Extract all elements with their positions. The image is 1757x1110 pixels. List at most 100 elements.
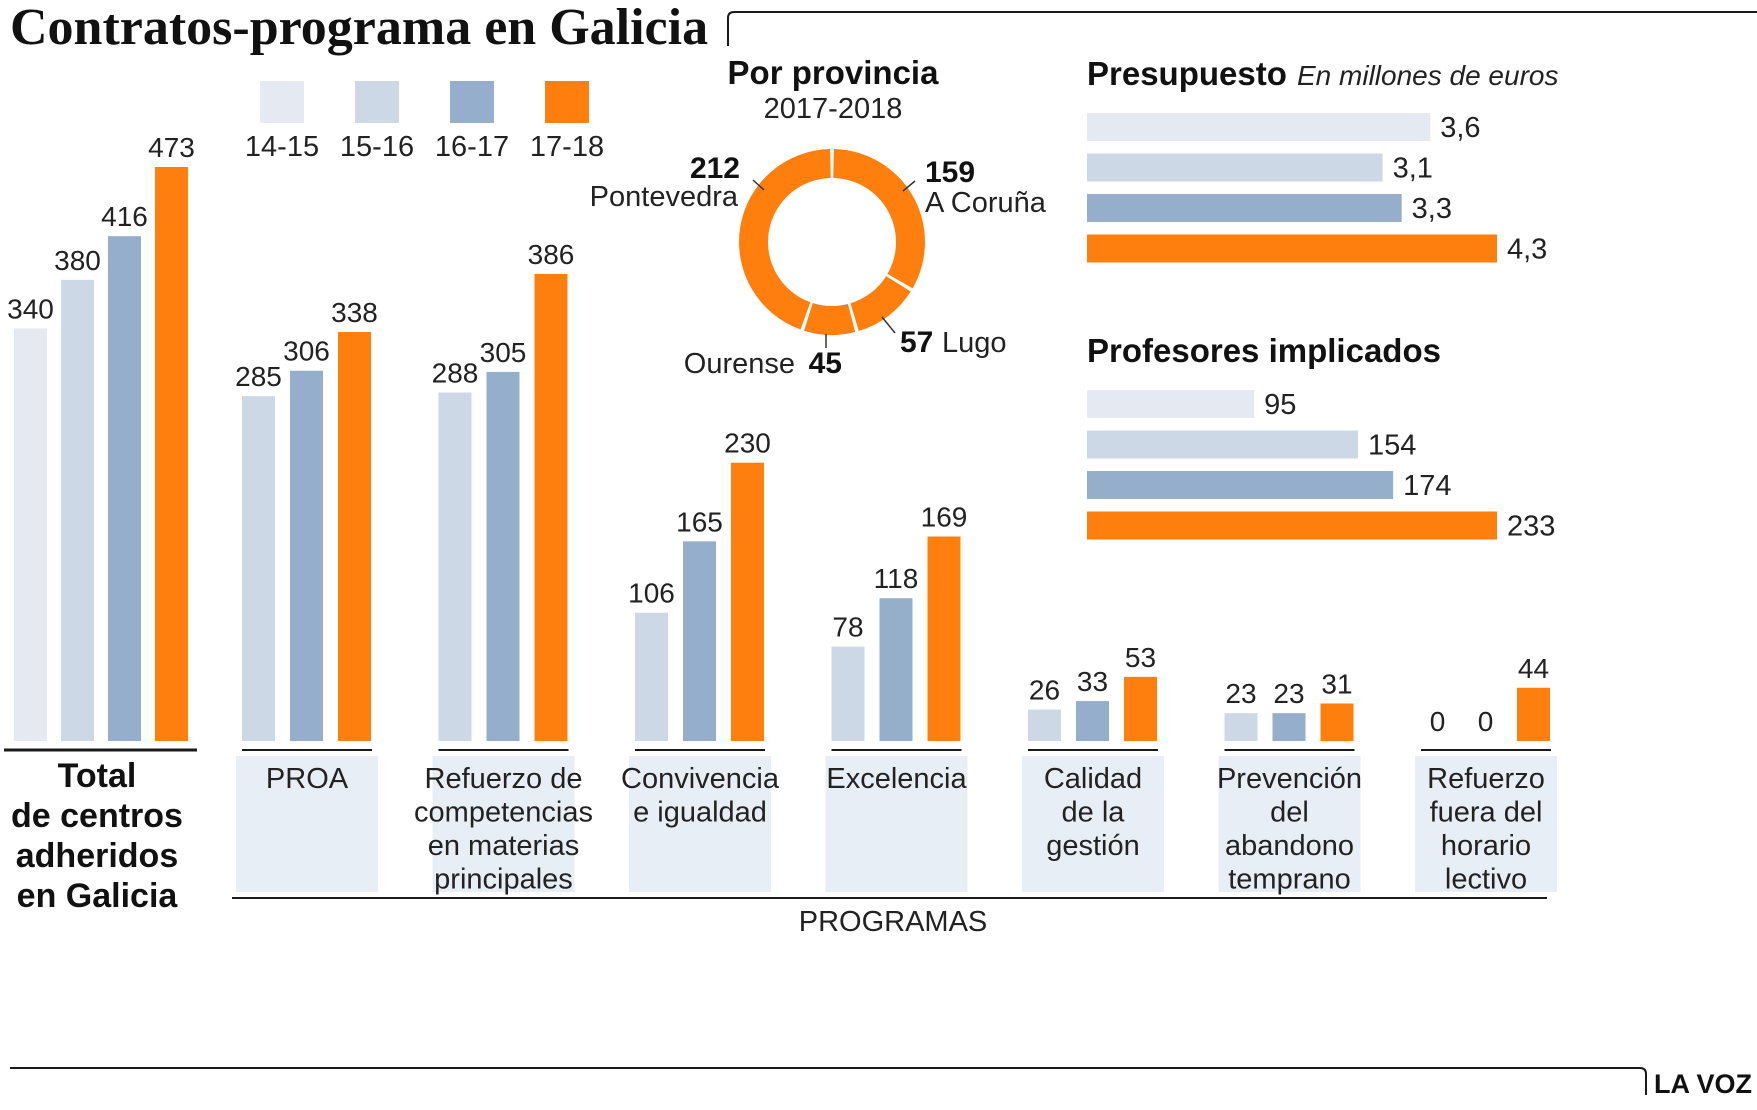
category-label-line: horario (1441, 830, 1531, 862)
bar-calidad-de-la-gestion-17-18 (1124, 676, 1157, 741)
total-caption-line: de centros (11, 797, 183, 835)
label-refuerzo-fuera-del-horario-lectivo-15-16: 0 (1430, 706, 1446, 737)
profesores-title: Profesores implicados (1087, 332, 1441, 369)
category-label-line: Refuerzo de (425, 763, 583, 795)
label-total-14-15: 340 (7, 293, 54, 324)
label-proa-16-17: 306 (283, 336, 330, 367)
bar-total-16-17 (108, 236, 141, 741)
category-label-line: Refuerzo (1427, 763, 1545, 795)
label-calidad-de-la-gestion-15-16: 26 (1029, 675, 1060, 706)
category-label-line: temprano (1228, 864, 1351, 896)
bar-prevencion-del-abandono-temprano-17-18 (1320, 703, 1354, 741)
donut-title: Por provincia (728, 54, 940, 91)
presupuesto-value-14-15: 3,6 (1440, 112, 1480, 144)
bar-total-17-18 (155, 167, 188, 741)
category-panel-proa (236, 756, 378, 892)
profesores-chart: Profesores implicados 95 154 174 233 (1087, 332, 1555, 543)
bar-total-14-15 (14, 328, 47, 741)
label-total-17-18: 473 (148, 132, 195, 163)
donut-label-pontevedra: Pontevedra (590, 181, 739, 213)
donut-slice-pontevedra (739, 149, 831, 330)
category-label-line: principales (434, 864, 573, 896)
bar-convivencia-e-igualdad-16-17 (683, 541, 716, 741)
bar-excelencia-17-18 (927, 536, 961, 741)
bar-convivencia-e-igualdad-17-18 (731, 462, 764, 741)
credit-label: LA VOZ (1654, 1069, 1752, 1099)
category-panel-calidad-de-la-gestion (1022, 756, 1164, 892)
legend-label-17-18: 17-18 (530, 131, 604, 163)
legend-label-15-16: 15-16 (340, 131, 414, 163)
total-caption-line: Total (58, 757, 137, 795)
label-proa-15-16: 285 (235, 361, 282, 392)
label-excelencia-15-16: 78 (832, 612, 863, 643)
label-refuerzo-de-competencias-en-materias-principales-17-18: 386 (528, 239, 575, 270)
bar-excelencia-16-17 (879, 598, 913, 741)
category-label-line: fuera del (1430, 797, 1543, 829)
presupuesto-bar-15-16 (1087, 153, 1383, 182)
category-label-line: e igualdad (633, 797, 767, 829)
legend-swatch-17-18 (545, 81, 589, 123)
page-title: Contratos-programa en Galicia (10, 0, 708, 56)
bar-total-15-16 (61, 279, 94, 741)
legend-swatch-15-16 (355, 81, 399, 123)
profesores-value-17-18: 233 (1507, 511, 1555, 543)
category-panel-convivencia-e-igualdad (629, 756, 771, 892)
category-label-line: Calidad (1044, 763, 1142, 795)
legend-swatch-14-15 (260, 81, 304, 123)
label-calidad-de-la-gestion-17-18: 53 (1125, 642, 1156, 673)
label-excelencia-16-17: 118 (874, 563, 919, 594)
category-label-line: abandono (1225, 830, 1354, 862)
bar-refuerzo-fuera-del-horario-lectivo-17-18 (1517, 687, 1550, 741)
label-excelencia-17-18: 169 (921, 502, 968, 533)
presupuesto-value-15-16: 3,1 (1393, 153, 1433, 185)
label-refuerzo-de-competencias-en-materias-principales-16-17: 305 (480, 337, 527, 368)
total-caption-line: en Galicia (17, 877, 179, 915)
presupuesto-bar-16-17 (1087, 194, 1402, 222)
bar-calidad-de-la-gestion-15-16 (1028, 709, 1061, 741)
label-refuerzo-fuera-del-horario-lectivo-16-17: 0 (1478, 706, 1494, 737)
category-label-line: del (1270, 797, 1309, 829)
label-total-16-17: 416 (101, 201, 148, 232)
donut-value-lugo: 57 (900, 326, 933, 359)
bar-calidad-de-la-gestion-16-17 (1076, 701, 1109, 741)
donut-value-pontevedra: 212 (690, 152, 740, 185)
donut-leader-lugo (881, 316, 896, 334)
bar-refuerzo-de-competencias-en-materias-principales-17-18 (534, 273, 568, 741)
bar-prevencion-del-abandono-temprano-16-17 (1272, 713, 1306, 741)
donut-leader-pontevedra (752, 179, 765, 191)
profesores-bar-14-15 (1087, 390, 1255, 418)
category-panel-prevencion-del-abandono-temprano (1218, 756, 1361, 892)
category-label-line: PROA (266, 763, 349, 795)
programas-axis-label: PROGRAMAS (799, 906, 988, 938)
presupuesto-title: Presupuesto (1087, 55, 1287, 92)
donut-slice-lugo (850, 276, 911, 332)
category-panel-refuerzo-fuera-del-horario-lectivo (1415, 756, 1557, 892)
label-convivencia-e-igualdad-17-18: 230 (724, 428, 771, 459)
donut-value-a-coruna: 159 (925, 156, 975, 189)
donut-slice-a-coruna (833, 149, 925, 289)
profesores-bar-15-16 (1087, 430, 1358, 459)
category-panel-excelencia (825, 756, 968, 892)
label-total-15-16: 380 (54, 245, 101, 276)
donut-leader-a-coruna (902, 180, 916, 192)
donut-slice-ourense (804, 303, 856, 335)
presupuesto-value-17-18: 4,3 (1507, 234, 1547, 266)
presupuesto-chart: Presupuesto En millones de euros 3,63,1 3,3… (1087, 55, 1558, 266)
profesores-value-15-16: 154 (1368, 430, 1416, 462)
label-refuerzo-fuera-del-horario-lectivo-17-18: 44 (1518, 653, 1549, 684)
bar-convivencia-e-igualdad-15-16 (635, 612, 668, 741)
donut-label-ourense: Ourense (684, 348, 795, 380)
profesores-value-14-15: 95 (1264, 389, 1296, 421)
legend: 14-15 15-16 16-17 17-18 (245, 81, 604, 163)
label-proa-17-18: 338 (331, 297, 378, 328)
bar-proa-16-17 (290, 370, 323, 741)
donut-label-a-coruna: A Coruña (925, 187, 1047, 219)
label-convivencia-e-igualdad-15-16: 106 (628, 578, 675, 609)
donut-subtitle: 2017-2018 (764, 93, 903, 125)
label-convivencia-e-igualdad-16-17: 165 (676, 506, 723, 537)
